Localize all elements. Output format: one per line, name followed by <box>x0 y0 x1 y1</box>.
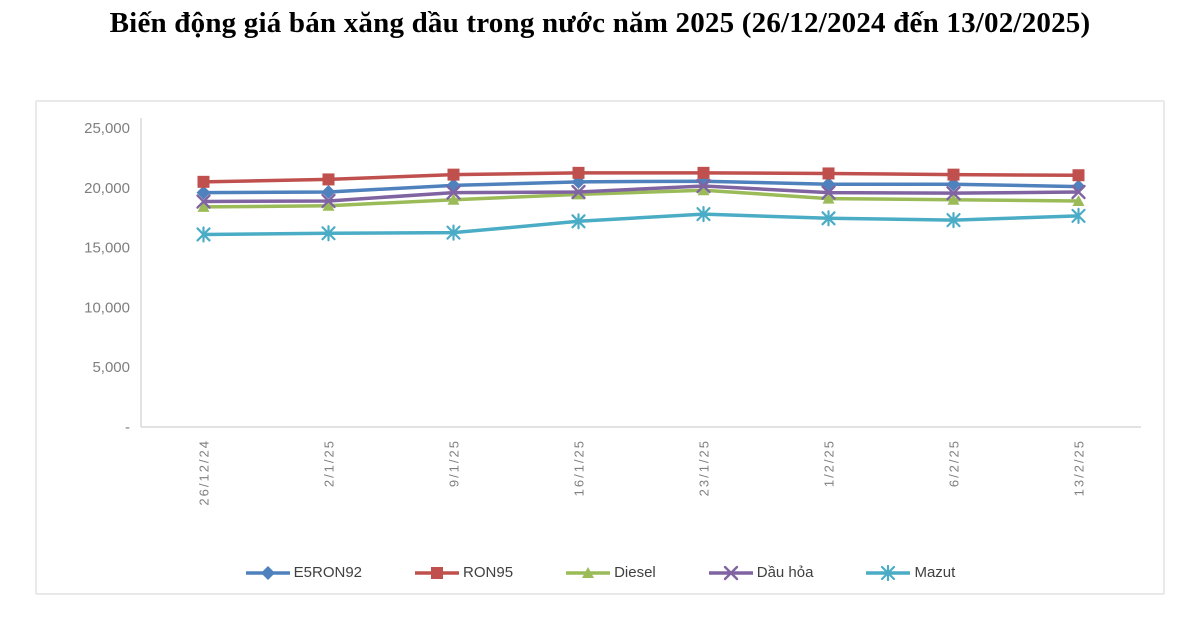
triangle-marker <box>197 200 210 212</box>
x-marker <box>571 184 586 200</box>
y-tick-label: 5,000 <box>92 359 130 376</box>
asterisk-marker <box>321 225 336 242</box>
x-axis-label: 23/1/25 <box>697 439 712 496</box>
legend-swatch <box>245 565 290 580</box>
diamond-marker <box>196 185 211 200</box>
y-tick-label: - <box>125 419 130 436</box>
square-marker <box>697 166 710 179</box>
x-axis-label: 16/1/25 <box>572 439 587 496</box>
square-marker <box>322 173 335 186</box>
chart-frame: - 5,000 10,000 15,000 20,000 25,000 26/12/24 2/… <box>35 100 1165 595</box>
square-marker <box>822 167 835 180</box>
x-marker <box>723 565 738 580</box>
triangle-marker <box>822 192 835 204</box>
series-line <box>203 171 1079 184</box>
series-line <box>203 188 1079 209</box>
x-marker <box>196 194 211 209</box>
square-marker <box>1072 169 1085 182</box>
series-e5ron92 <box>196 174 1086 200</box>
asterisk-marker <box>571 213 586 230</box>
x-axis-label: 13/2/25 <box>1072 439 1087 496</box>
x-axis-label: 2/1/25 <box>322 439 337 487</box>
x-axis-label: 26/12/24 <box>197 439 212 506</box>
asterisk-marker <box>446 224 461 241</box>
chart-title: Biến động giá bán xăng dầu trong nước nă… <box>109 7 1091 39</box>
legend-label: RON95 <box>463 564 514 581</box>
square-marker <box>431 566 444 579</box>
legend-swatch <box>566 566 611 578</box>
y-tick-label: 20,000 <box>84 180 130 197</box>
y-tick-label: 25,000 <box>84 120 130 137</box>
x-marker <box>321 193 336 209</box>
series-ron95 <box>197 166 1085 188</box>
square-marker <box>197 175 210 188</box>
x-marker <box>696 178 711 194</box>
asterisk-marker <box>821 210 836 227</box>
series-mazut <box>196 206 1086 243</box>
legend-item-dầu-hỏa: Dầu hỏa <box>708 564 814 581</box>
legend-swatch <box>708 565 753 580</box>
asterisk-marker <box>696 206 711 223</box>
legend-item-ron95: RON95 <box>414 564 513 581</box>
diamond-marker <box>321 184 336 199</box>
diamond-marker <box>946 177 961 192</box>
series-line <box>203 212 1079 237</box>
series-diesel <box>197 184 1085 212</box>
diamond-marker <box>1071 179 1086 194</box>
triangle-marker <box>1072 194 1085 206</box>
x-marker <box>821 185 836 200</box>
legend-swatch <box>866 564 911 581</box>
x-marker <box>1071 184 1086 200</box>
triangle-marker <box>697 184 710 196</box>
series-dầu-hỏa <box>196 178 1086 209</box>
series-line <box>203 179 1079 195</box>
triangle-marker <box>322 199 335 211</box>
legend-label: Dầu hỏa <box>756 564 814 581</box>
triangle-marker <box>582 566 595 578</box>
diamond-marker <box>821 177 836 192</box>
asterisk-marker <box>1071 207 1086 225</box>
chart-legend: E5RON92 RON95 Diesel Dầu hỏa Mazut <box>37 564 1163 581</box>
square-marker <box>947 168 960 181</box>
x-axis-label: 1/2/25 <box>822 439 837 487</box>
fuel-price-line-chart: - 5,000 10,000 15,000 20,000 25,000 26/12/24 2/… <box>84 118 1141 506</box>
series-line <box>203 184 1079 204</box>
y-tick-label: 10,000 <box>84 299 130 316</box>
legend-label: E5RON92 <box>293 564 363 581</box>
legend-item-mazut: Mazut <box>865 564 955 581</box>
asterisk-marker <box>946 211 961 229</box>
x-marker <box>946 185 961 201</box>
square-marker <box>572 166 585 179</box>
square-marker <box>447 168 460 181</box>
legend-label: Mazut <box>914 564 956 581</box>
x-axis-label: 6/2/25 <box>947 439 962 487</box>
triangle-marker <box>447 193 460 205</box>
legend-swatch <box>415 566 460 579</box>
x-marker <box>446 185 461 200</box>
triangle-marker <box>947 193 960 205</box>
asterisk-marker <box>881 564 896 581</box>
legend-label: Diesel <box>614 564 656 581</box>
asterisk-marker <box>196 226 211 243</box>
legend-item-e5ron92: E5RON92 <box>245 564 362 581</box>
x-axis-label: 9/1/25 <box>447 439 462 487</box>
diamond-marker <box>260 565 275 580</box>
y-tick-label: 15,000 <box>84 240 130 257</box>
legend-item-diesel: Diesel <box>565 564 656 581</box>
